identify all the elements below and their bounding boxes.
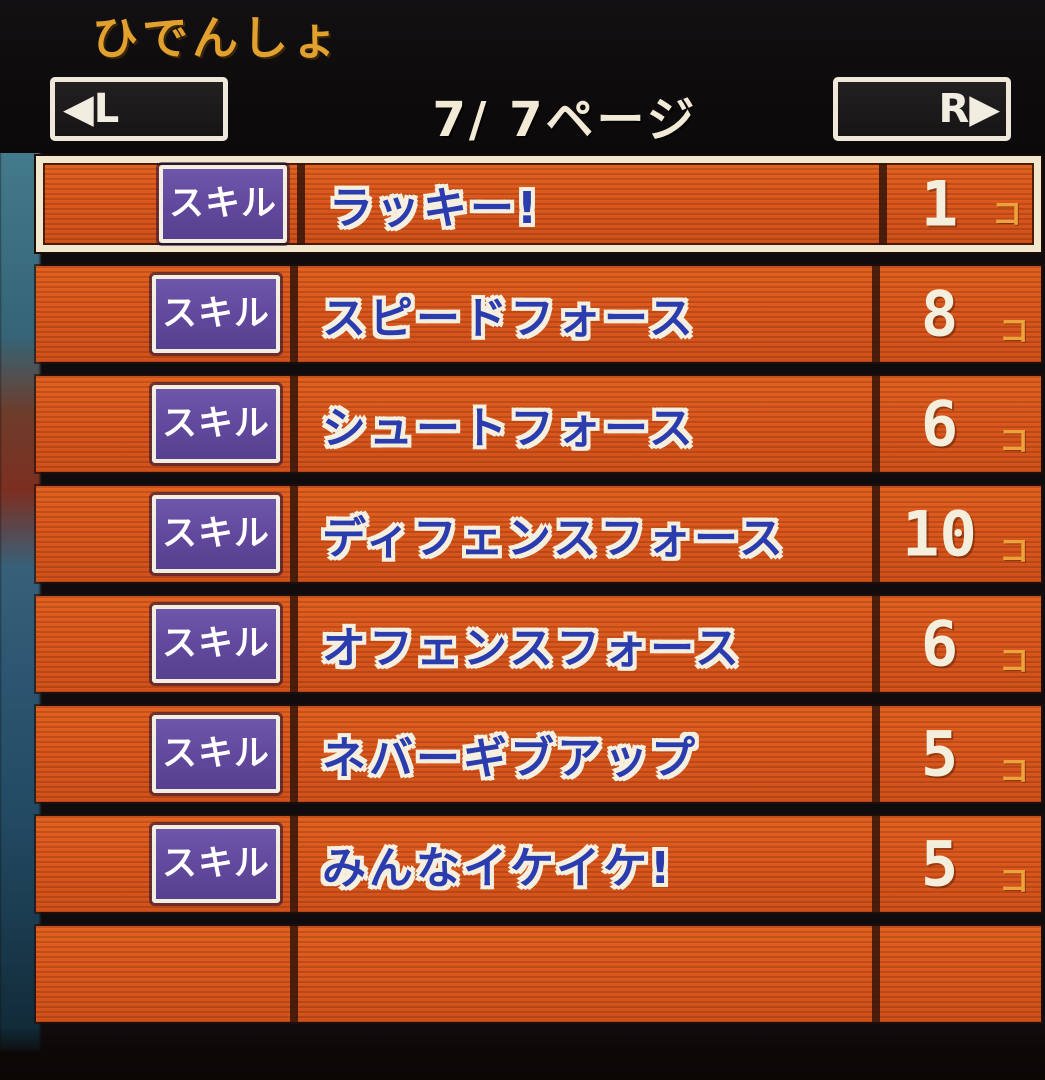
- skill-row[interactable]: スキル みんなイケイケ! 5 コ: [36, 816, 1041, 912]
- skill-row[interactable]: [36, 926, 1041, 1022]
- skill-type-badge: スキル: [152, 825, 280, 903]
- skill-count-value: 6: [920, 607, 959, 681]
- skill-type-badge: スキル: [152, 495, 280, 573]
- skill-count-value: 5: [920, 717, 959, 791]
- page-title: ひでんしょ: [92, 11, 342, 65]
- skill-count-cell: 8: [882, 278, 997, 351]
- skill-count-cell: 5: [882, 828, 997, 901]
- column-divider: [290, 596, 298, 692]
- skill-count-value: 6: [920, 387, 959, 461]
- column-divider: [290, 926, 298, 1022]
- column-divider: [879, 163, 887, 245]
- skill-count-cell: 6: [882, 608, 997, 681]
- column-divider: [872, 486, 880, 582]
- skill-name-label: ラッキー!: [329, 183, 541, 234]
- column-divider: [290, 816, 298, 912]
- skill-count-value: 1: [920, 167, 959, 241]
- skill-row[interactable]: スキル オフェンスフォース 6 コ: [36, 596, 1041, 692]
- skill-count-value: 10: [902, 497, 977, 571]
- skill-name-label: ディフェンスフォース: [322, 513, 786, 564]
- skill-name-label: オフェンスフォース: [322, 623, 742, 674]
- header-bar: ひでんしょ ◀L 7/ 7ページ R▶: [0, 0, 1045, 153]
- skill-table: スキル ラッキー! 1 コ スキル スピードフォース 8 コ スキル シュートフ…: [36, 156, 1041, 1022]
- column-divider: [290, 486, 298, 582]
- skill-count-value: 8: [920, 277, 959, 351]
- skill-row[interactable]: スキル スピードフォース 8 コ: [36, 266, 1041, 362]
- skill-count-cell: 10: [882, 498, 997, 571]
- count-suffix-label: コ: [999, 644, 1029, 679]
- column-divider: [290, 376, 298, 472]
- column-divider: [290, 706, 298, 802]
- skill-name-label: みんなイケイケ!: [322, 843, 674, 894]
- column-divider: [872, 596, 880, 692]
- count-suffix-label: コ: [999, 424, 1029, 459]
- skill-type-badge: スキル: [152, 715, 280, 793]
- skill-row[interactable]: スキル ネバーギブアップ 5 コ: [36, 706, 1041, 802]
- skill-type-badge: スキル: [152, 605, 280, 683]
- skill-name-label: シュートフォース: [322, 403, 696, 454]
- skill-count-cell: 6: [882, 388, 997, 461]
- column-divider: [290, 266, 298, 362]
- screen-shadow: [0, 1028, 1045, 1080]
- count-suffix-label: コ: [999, 314, 1029, 349]
- skill-count-cell: 1: [889, 168, 990, 241]
- column-divider: [872, 926, 880, 1022]
- count-suffix-label: コ: [999, 754, 1029, 789]
- column-divider: [297, 163, 305, 245]
- skill-type-badge: スキル: [152, 275, 280, 353]
- count-suffix-label: コ: [999, 864, 1029, 899]
- count-suffix-label: コ: [999, 534, 1029, 569]
- skill-count-cell: 5: [882, 718, 997, 791]
- skill-name-label: ネバーギブアップ: [322, 733, 698, 784]
- background-scene: [0, 86, 40, 1050]
- skill-type-badge: スキル: [152, 385, 280, 463]
- skill-name-label: スピードフォース: [322, 293, 696, 344]
- page-left-button[interactable]: ◀L: [50, 77, 228, 141]
- count-suffix-label: コ: [992, 197, 1022, 232]
- column-divider: [872, 706, 880, 802]
- column-divider: [872, 816, 880, 912]
- skill-row[interactable]: スキル ラッキー! 1 コ: [36, 156, 1041, 252]
- page-indicator: 7/ 7ページ: [432, 92, 698, 148]
- skill-row[interactable]: スキル シュートフォース 6 コ: [36, 376, 1041, 472]
- skill-count-value: 5: [920, 827, 959, 901]
- column-divider: [872, 266, 880, 362]
- skill-type-badge: スキル: [159, 165, 287, 243]
- page-right-button[interactable]: R▶: [833, 77, 1011, 141]
- column-divider: [872, 376, 880, 472]
- skill-row[interactable]: スキル ディフェンスフォース 10 コ: [36, 486, 1041, 582]
